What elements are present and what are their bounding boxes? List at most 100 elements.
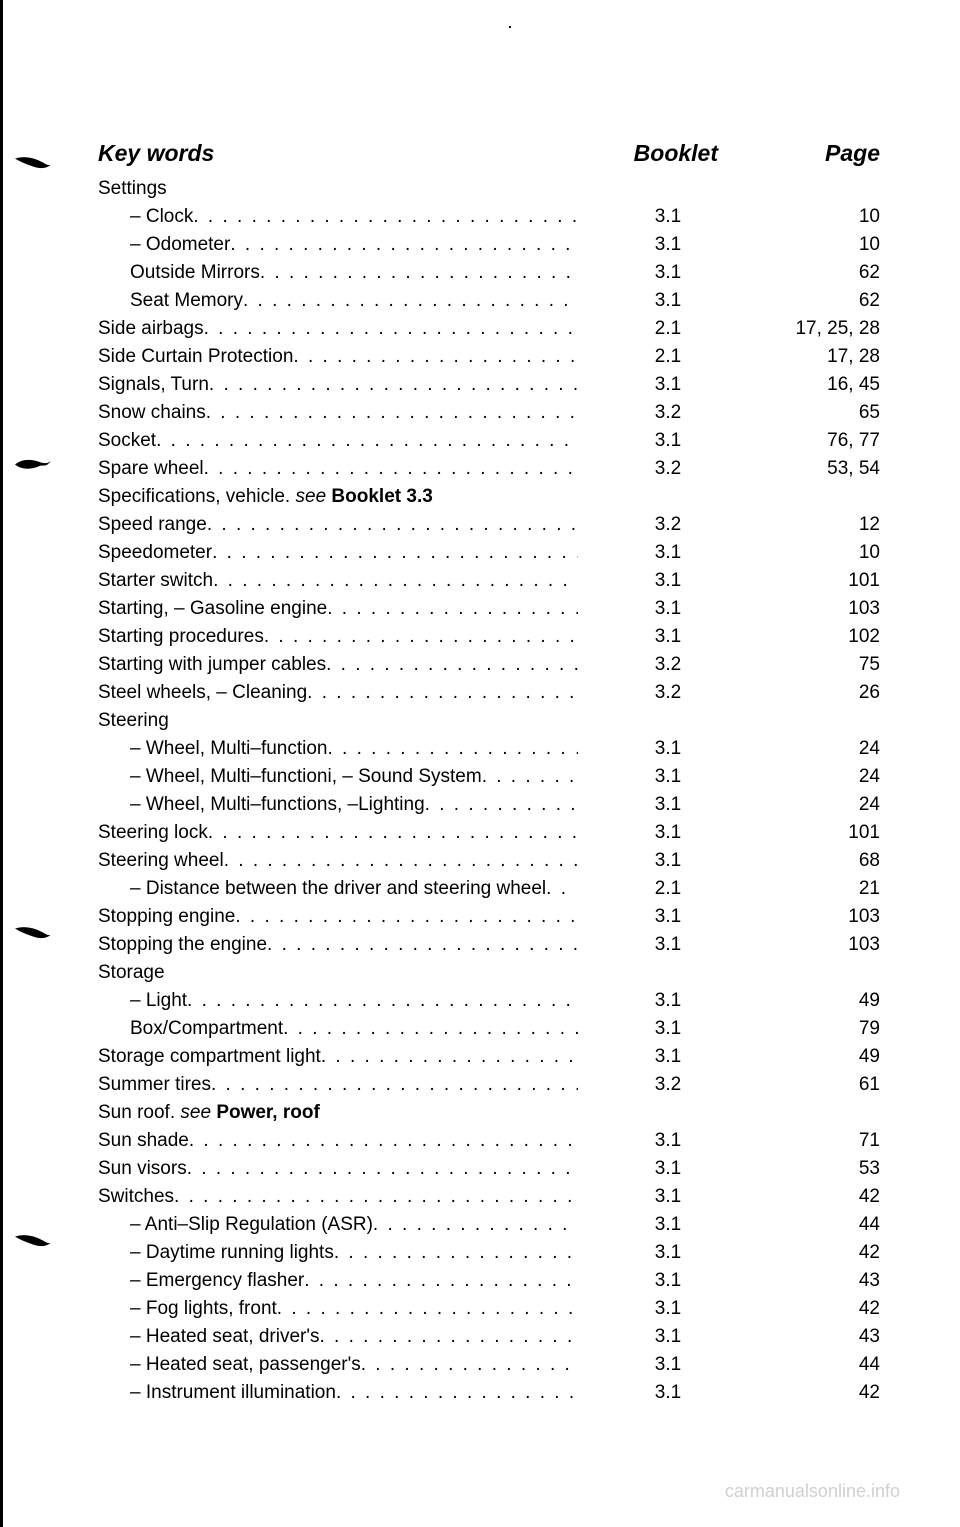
index-entry-text: Socket [98, 427, 156, 455]
index-entry: Box/Compartment . . . . . . . . . . . . … [98, 1015, 880, 1043]
index-entry-page: 42 [718, 1183, 880, 1211]
index-entry-page: 101 [718, 567, 880, 595]
leader-dots: . . . . . . . . . . . . . . . . . . . . … [260, 259, 578, 287]
index-entry: Starting procedures . . . . . . . . . . … [98, 623, 880, 651]
leader-dots: . . . . . . . . . . . . . . . . . . . . … [193, 203, 578, 231]
index-entry-label-cell: Speedometer . . . . . . . . . . . . . . … [98, 539, 578, 567]
index-entry-label-cell: Side Curtain Protection . . . . . . . . … [98, 343, 578, 371]
index-entry-booklet: 3.1 [578, 539, 718, 567]
index-entry-page: 101 [718, 819, 880, 847]
index-list: Settings– Clock . . . . . . . . . . . . … [98, 175, 880, 1407]
index-entry-booklet: 3.1 [578, 1239, 718, 1267]
leader-dots: . . . . . . . . . . . . . . . . . . . . … [208, 819, 578, 847]
index-entry-text: Steering lock [98, 819, 208, 847]
index-entry-booklet: 3.1 [578, 847, 718, 875]
leader-dots: . . . . . . . . . . . . . . . . . . . . … [361, 1351, 578, 1379]
index-entry-page: 10 [718, 231, 880, 259]
index-entry-booklet: 3.1 [578, 1323, 718, 1351]
index-entry-label-cell: Starting procedures . . . . . . . . . . … [98, 623, 578, 651]
index-entry-text: Stopping the engine [98, 931, 267, 959]
index-entry: Starter switch . . . . . . . . . . . . .… [98, 567, 880, 595]
leader-dots: . . . . . . . . . . . . . . . . . . . . … [212, 539, 578, 567]
index-entry-text: Sun shade [98, 1127, 189, 1155]
leader-dots: . . . . . . . . . . . . . . . . . . . . … [206, 399, 578, 427]
index-entry-label-cell: Storage compartment light . . . . . . . … [98, 1043, 578, 1071]
index-entry-label-cell: Starting, – Gasoline engine . . . . . . … [98, 595, 578, 623]
leader-dots: . . . . . . . . . . . . . . . . . . . . … [156, 427, 578, 455]
index-entry-label-cell: – Heated seat, passenger's . . . . . . .… [98, 1351, 578, 1379]
index-entry-page: 16, 45 [718, 371, 880, 399]
index-entry: Steel wheels, – Cleaning . . . . . . . .… [98, 679, 880, 707]
index-entry-text: Starting, – Gasoline engine [98, 595, 327, 623]
leader-dots: . . . . . . . . . . . . . . . . . . . . … [209, 371, 578, 399]
index-entry-booklet: 3.1 [578, 623, 718, 651]
leader-dots: . . . . . . . . . . . . . . . . . . . . … [211, 1071, 578, 1099]
index-entry-label-cell: Spare wheel . . . . . . . . . . . . . . … [98, 455, 578, 483]
index-page: Key words Booklet Page Settings– Clock .… [3, 0, 960, 1467]
index-entry-page: 12 [718, 511, 880, 539]
leader-dots: . . . . . . . . . . . . . . . . . . . . … [204, 455, 578, 483]
index-entry-label-cell: – Heated seat, driver's . . . . . . . . … [98, 1323, 578, 1351]
index-entry-page: 44 [718, 1351, 880, 1379]
leader-dots: . . . . . . . . . . . . . . . . . . . . … [373, 1211, 578, 1239]
leader-dots: . . . . . . . . . . . . . . . . . . . . … [204, 315, 578, 343]
index-entry-page: 43 [718, 1323, 880, 1351]
index-entry-page: 62 [718, 287, 880, 315]
index-entry-text: Starter switch [98, 567, 213, 595]
see-reference-target: Booklet 3.3 [331, 486, 432, 507]
index-entry-text: – Distance between the driver and steeri… [98, 875, 546, 903]
index-entry-page: 62 [718, 259, 880, 287]
index-entry-page: 24 [718, 735, 880, 763]
index-entry: – Instrument illumination . . . . . . . … [98, 1379, 880, 1407]
index-entry-booklet: 3.1 [578, 287, 718, 315]
index-entry-booklet: 3.1 [578, 931, 718, 959]
index-entry-label-cell: – Daytime running lights . . . . . . . .… [98, 1239, 578, 1267]
index-entry-label-cell: Steering lock . . . . . . . . . . . . . … [98, 819, 578, 847]
watermark: carmanualsonline.info [725, 1481, 900, 1502]
index-entry-text: Outside Mirrors [98, 259, 260, 287]
index-entry-text: – Anti–Slip Regulation (ASR) [98, 1211, 373, 1239]
header-keywords: Key words [98, 140, 578, 167]
leader-dots: . . . . . . . . . . . . . . . . . . . . … [267, 931, 578, 959]
index-entry-text: – Emergency flasher [98, 1267, 304, 1295]
index-entry-page: 42 [718, 1379, 880, 1407]
index-entry-text: Signals, Turn [98, 371, 209, 399]
leader-dots: . . [546, 875, 578, 903]
index-entry-text: Storage compartment light [98, 1043, 321, 1071]
index-entry-booklet: 3.1 [578, 1295, 718, 1323]
index-entry-booklet: 3.1 [578, 819, 718, 847]
index-entry: – Fog lights, front . . . . . . . . . . … [98, 1295, 880, 1323]
leader-dots: . . . . . . . . . . . . . . . . . . . . … [224, 847, 578, 875]
index-entry-text: Seat Memory [98, 287, 243, 315]
index-entry-label-cell: Snow chains . . . . . . . . . . . . . . … [98, 399, 578, 427]
index-entry-text: – Heated seat, passenger's [98, 1351, 361, 1379]
leader-dots: . . . . . . . . . . . . . . . . . . . . … [230, 231, 578, 259]
index-entry-page: 103 [718, 595, 880, 623]
index-entry: Starting, – Gasoline engine . . . . . . … [98, 595, 880, 623]
index-entry-page: 49 [718, 1043, 880, 1071]
index-entry-page: 103 [718, 903, 880, 931]
index-entry-booklet: 3.2 [578, 1071, 718, 1099]
index-group-header: Storage [98, 959, 880, 987]
index-entry-label-cell: – Distance between the driver and steeri… [98, 875, 578, 903]
index-entry-booklet: 3.2 [578, 399, 718, 427]
index-entry-text: Side airbags [98, 315, 204, 343]
index-entry-booklet: 3.1 [578, 231, 718, 259]
index-entry-booklet: 3.1 [578, 595, 718, 623]
index-entry-page: 76, 77 [718, 427, 880, 455]
index-entry-booklet: 3.2 [578, 679, 718, 707]
index-entry: Sun visors . . . . . . . . . . . . . . .… [98, 1155, 880, 1183]
leader-dots: . . . . . . . . . . . . . . . . . . . . … [304, 1267, 578, 1295]
index-entry-booklet: 3.1 [578, 1379, 718, 1407]
index-entry-booklet: 2.1 [578, 875, 718, 903]
index-entry-label: Storage [98, 962, 165, 983]
header-booklet: Booklet [578, 140, 718, 167]
index-entry-page: 65 [718, 399, 880, 427]
page-dot: . [508, 15, 512, 31]
index-entry-page: 103 [718, 931, 880, 959]
index-entry-booklet: 3.1 [578, 903, 718, 931]
index-group-header: Settings [98, 175, 880, 203]
index-entry: Switches . . . . . . . . . . . . . . . .… [98, 1183, 880, 1211]
index-entry-text: Summer tires [98, 1071, 211, 1099]
index-entry: – Heated seat, passenger's . . . . . . .… [98, 1351, 880, 1379]
